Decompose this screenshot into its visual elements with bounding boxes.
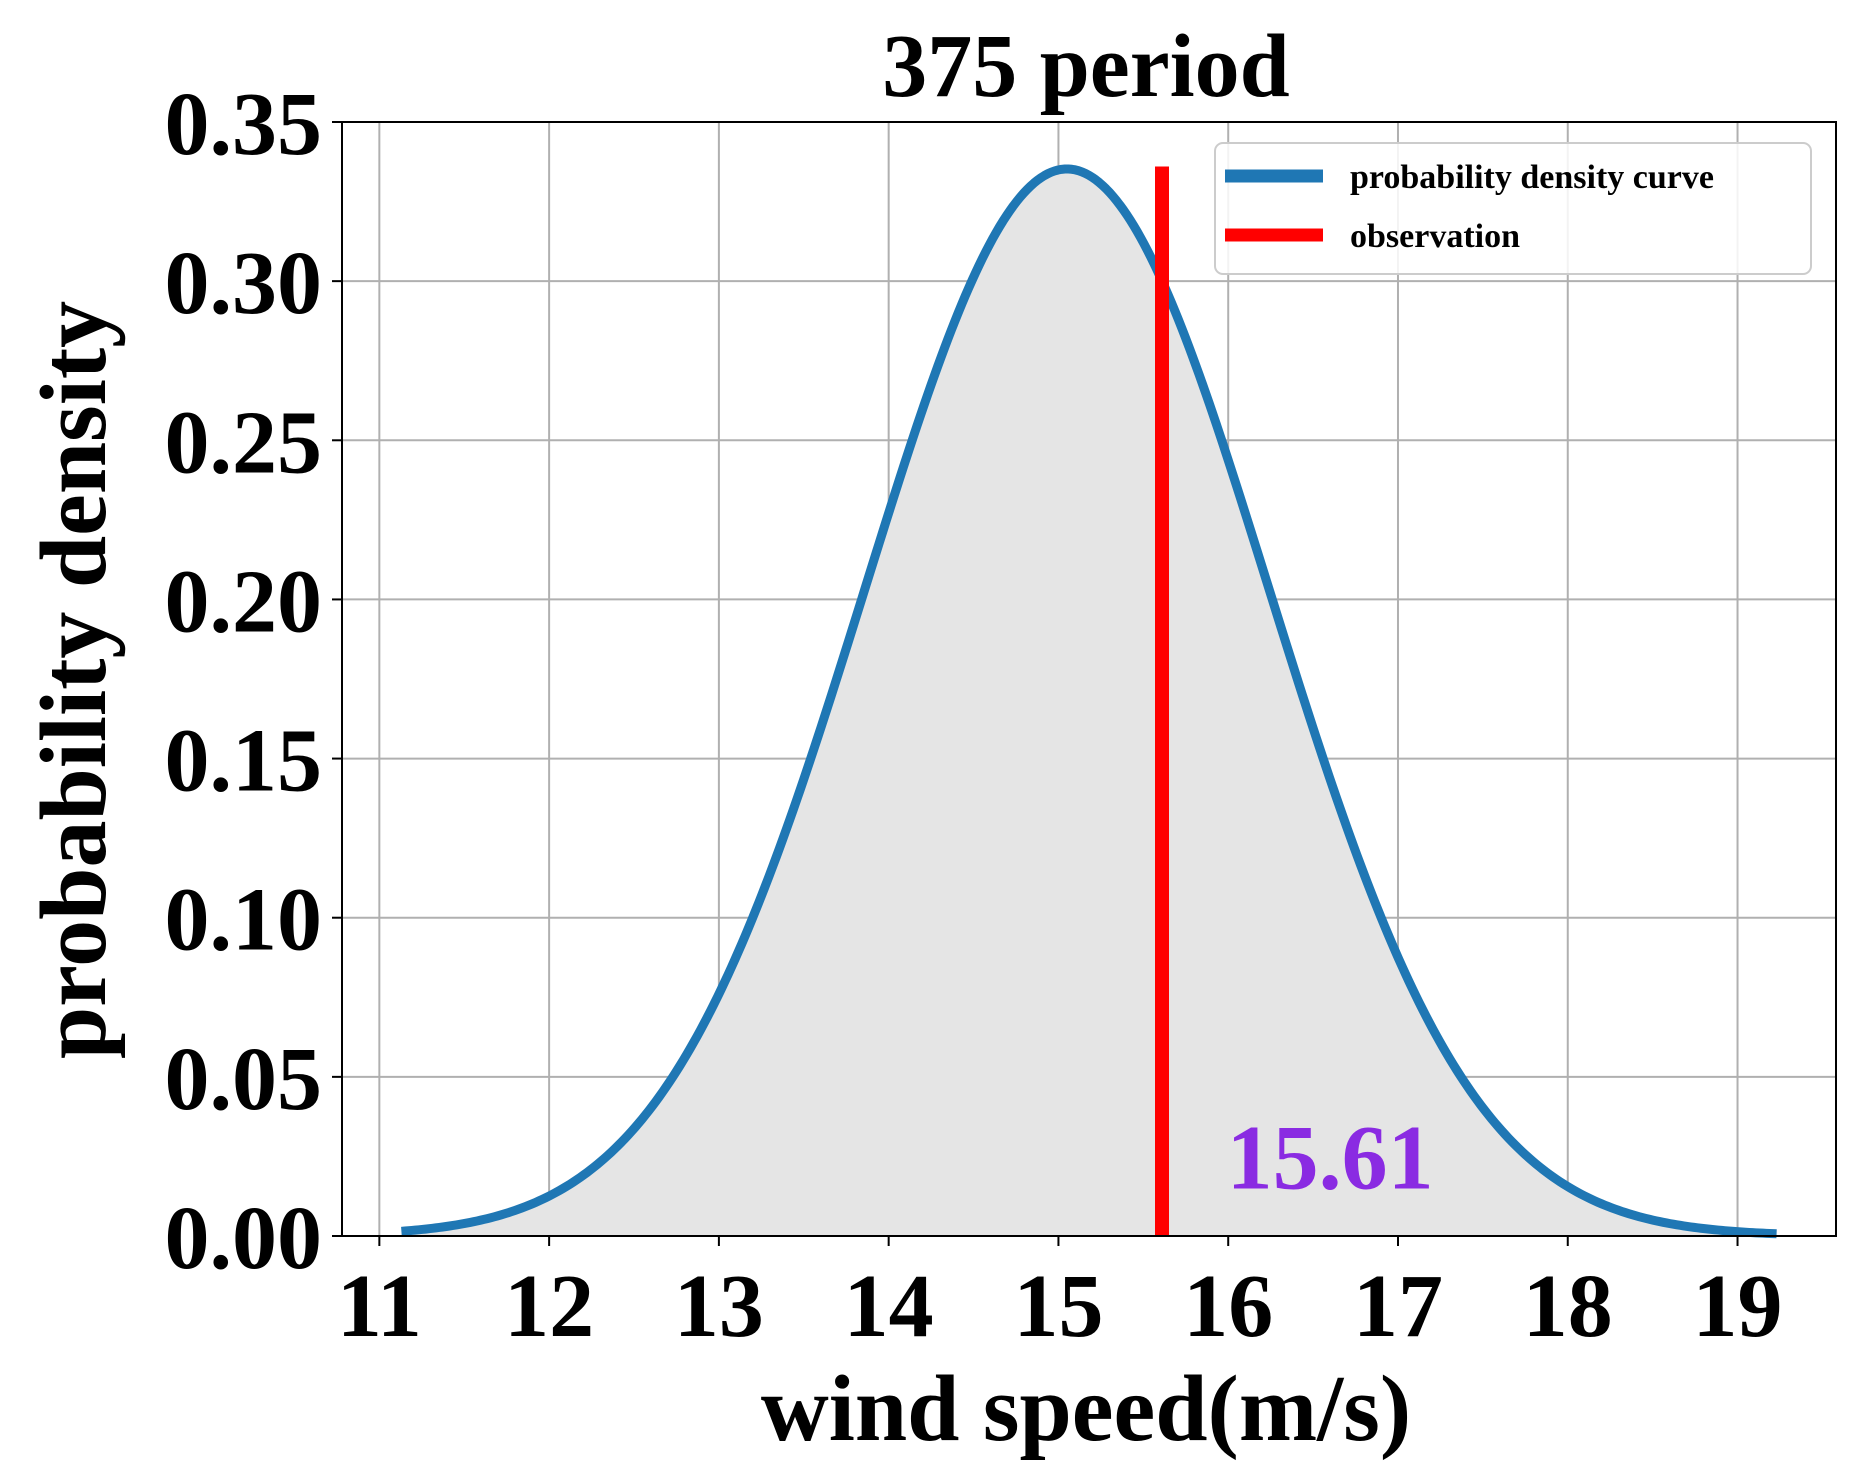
density-area <box>401 168 1777 1237</box>
x-tick-label: 18 <box>1523 1257 1613 1356</box>
y-tick-label: 0.25 <box>165 393 323 492</box>
legend-box <box>1214 142 1812 275</box>
y-tick-label: 0.10 <box>165 871 323 970</box>
probability-density-curve <box>400 164 1778 1239</box>
x-tick-label: 11 <box>337 1257 422 1356</box>
x-tick-label: 19 <box>1693 1257 1783 1356</box>
x-tick-label: 12 <box>504 1257 594 1356</box>
x-tick-label: 14 <box>844 1257 934 1356</box>
x-tick-label: 13 <box>674 1257 764 1356</box>
x-tick-label: 15 <box>1013 1257 1103 1356</box>
y-axis-ticks: 0.00 0.05 0.10 0.15 0.20 0.25 0.30 0.35 <box>165 75 342 1288</box>
x-axis-label: wind speed(m/s) <box>761 1357 1411 1461</box>
x-axis-ticks: 11 12 13 14 15 16 17 18 19 <box>337 1236 1783 1356</box>
legend-label-observation: observation <box>1350 218 1520 255</box>
y-tick-label: 0.35 <box>165 75 323 174</box>
chart-title: 375 period <box>882 17 1290 116</box>
plot-frame <box>341 121 1837 1237</box>
legend-label-probability-density-curve: probability density curve <box>1350 159 1714 196</box>
y-tick-label: 0.00 <box>165 1189 323 1288</box>
y-tick-label: 0.15 <box>165 712 323 811</box>
legend: probability density curve observation <box>1214 142 1812 275</box>
x-tick-label: 17 <box>1353 1257 1443 1356</box>
y-axis-label: probability density <box>22 301 126 1059</box>
y-tick-label: 0.30 <box>165 234 323 333</box>
x-tick-label: 16 <box>1183 1257 1273 1356</box>
y-tick-label: 0.05 <box>165 1030 323 1129</box>
y-tick-label: 0.20 <box>165 552 323 651</box>
observation-value-annotation: 15.61 <box>1227 1106 1434 1208</box>
